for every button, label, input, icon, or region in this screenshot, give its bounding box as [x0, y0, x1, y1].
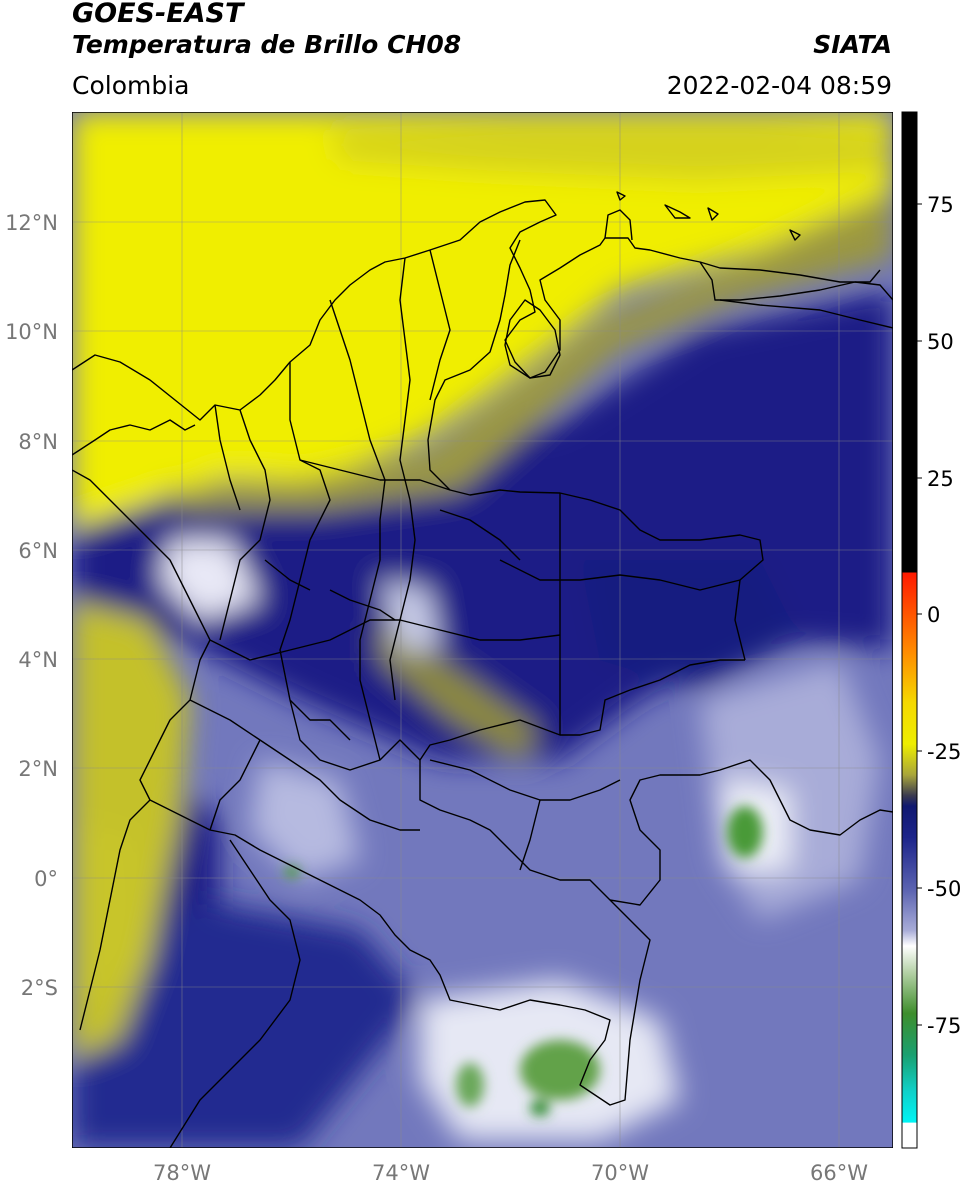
- colorbar-tick-label: 25: [927, 467, 954, 491]
- colorbar-tick-label: -75: [927, 1014, 961, 1038]
- gridlines: [72, 112, 893, 1148]
- lat-tick-label: 4°N: [18, 648, 58, 672]
- coastlines-borders: [72, 191, 893, 1148]
- region-label: Colombia: [72, 71, 190, 100]
- lon-axis: 78°W 74°W 70°W 66°W: [153, 1161, 868, 1185]
- colorbar-tick-label: 75: [927, 193, 954, 217]
- lat-axis: 12°N 10°N 8°N 6°N 4°N 2°N 0° 2°S: [5, 211, 58, 1000]
- brand-label: SIATA: [813, 30, 892, 59]
- map-image: [72, 112, 893, 1148]
- product-title: Temperatura de Brillo CH08: [72, 30, 462, 59]
- timestamp-label: 2022-02-04 08:59: [666, 71, 892, 100]
- colorbar-tick-label: 0: [927, 603, 940, 627]
- colorbar: 75 50 25 0 -25 -50 -75: [901, 111, 961, 1149]
- lon-tick-label: 74°W: [372, 1161, 430, 1185]
- lon-tick-label: 78°W: [153, 1161, 211, 1185]
- colorbar-gradient: [901, 111, 918, 1149]
- lat-tick-label: 8°N: [18, 430, 58, 454]
- colorbar-tick-label: 50: [927, 330, 954, 354]
- lat-tick-label: 6°N: [18, 539, 58, 563]
- lat-tick-label: 10°N: [5, 320, 58, 344]
- lat-tick-label: 2°N: [18, 757, 58, 781]
- lon-tick-label: 70°W: [591, 1161, 649, 1185]
- lon-tick-label: 66°W: [810, 1161, 868, 1185]
- lat-tick-label: 12°N: [5, 211, 58, 235]
- colorbar-tick-label: -25: [927, 740, 961, 764]
- satellite-title: GOES-EAST: [72, 0, 244, 29]
- colorbar-tick-label: -50: [927, 877, 961, 901]
- lat-tick-label: 2°S: [21, 976, 58, 1000]
- lat-tick-label: 0°: [34, 867, 58, 891]
